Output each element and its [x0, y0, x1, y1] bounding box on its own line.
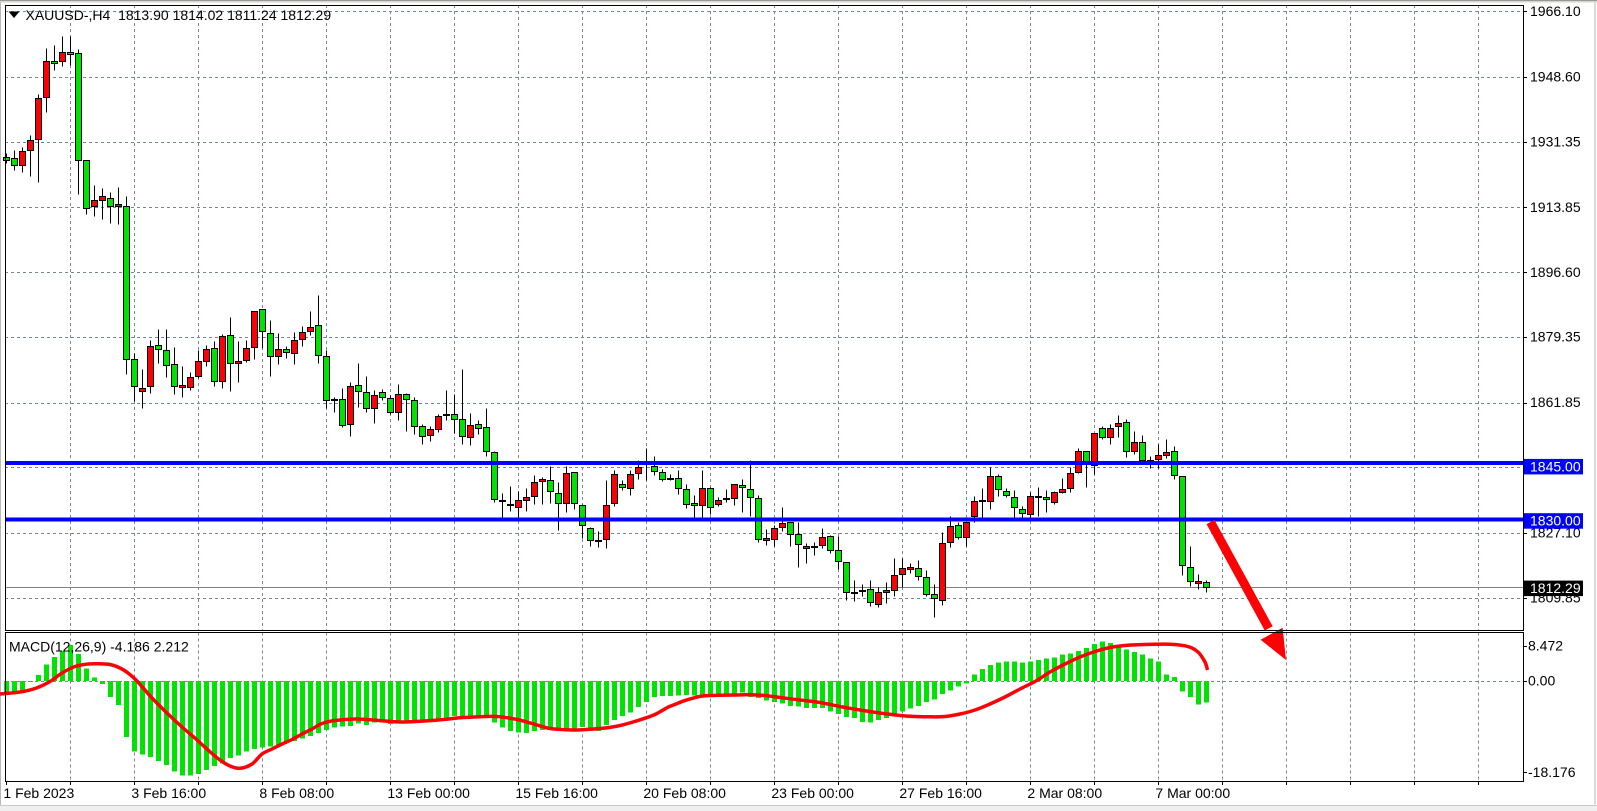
svg-text:3 Feb 16:00: 3 Feb 16:00 [131, 785, 206, 801]
svg-text:2 Mar 08:00: 2 Mar 08:00 [1027, 785, 1102, 801]
svg-text:1913.85: 1913.85 [1530, 199, 1581, 215]
svg-text:8.472: 8.472 [1528, 638, 1563, 654]
svg-text:23 Feb 00:00: 23 Feb 00:00 [771, 785, 854, 801]
svg-text:1896.60: 1896.60 [1530, 264, 1581, 280]
svg-text:13 Feb 00:00: 13 Feb 00:00 [387, 785, 470, 801]
svg-text:1966.10: 1966.10 [1530, 3, 1581, 19]
svg-text:15 Feb 16:00: 15 Feb 16:00 [515, 785, 598, 801]
svg-text:1845.00: 1845.00 [1530, 458, 1581, 474]
svg-text:7 Mar 00:00: 7 Mar 00:00 [1155, 785, 1230, 801]
svg-text:20 Feb 08:00: 20 Feb 08:00 [643, 785, 726, 801]
svg-text:1830.00: 1830.00 [1530, 513, 1581, 529]
svg-text:1 Feb 2023: 1 Feb 2023 [3, 785, 74, 801]
svg-text:1861.85: 1861.85 [1530, 394, 1581, 410]
svg-text:1931.35: 1931.35 [1530, 133, 1581, 149]
svg-text:1879.35: 1879.35 [1530, 329, 1581, 345]
svg-text:27 Feb 16:00: 27 Feb 16:00 [899, 785, 982, 801]
svg-text:XAUUSD-,H4 1813.90 1814.02 18: XAUUSD-,H4 1813.90 1814.02 1811.24 1812.… [26, 7, 332, 23]
svg-text:0.00: 0.00 [1528, 673, 1555, 689]
svg-text:1812.29: 1812.29 [1530, 580, 1581, 596]
svg-text:8 Feb 08:00: 8 Feb 08:00 [259, 785, 334, 801]
svg-text:-18.176: -18.176 [1528, 764, 1576, 780]
svg-text:1948.60: 1948.60 [1530, 69, 1581, 85]
svg-text:MACD(12,26,9) -4.186 2.212: MACD(12,26,9) -4.186 2.212 [9, 639, 189, 655]
